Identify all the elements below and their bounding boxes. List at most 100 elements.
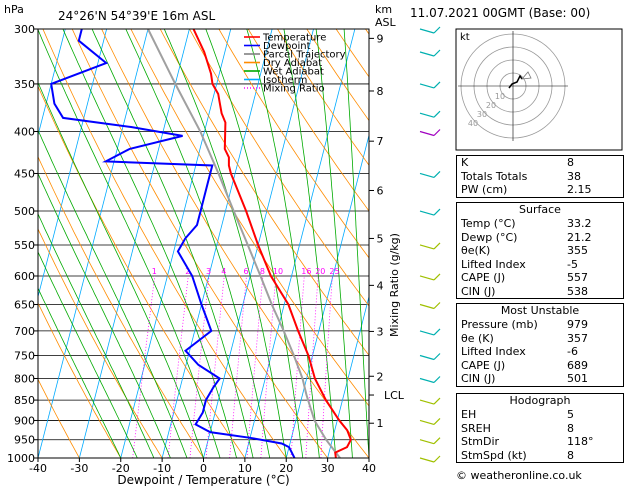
section-title: Most Unstable: [500, 304, 580, 317]
stat-value: 355: [567, 244, 588, 257]
stat-row: StmDir 118°: [457, 435, 623, 449]
stat-value: 979: [567, 318, 588, 331]
stat-row: θe(K) 355: [457, 244, 623, 258]
stat-label: Temp (°C): [461, 217, 516, 230]
pressure-tick-label: 900: [14, 414, 35, 427]
pressure-tick-label: 750: [14, 349, 35, 362]
stat-value: 501: [567, 372, 588, 385]
stat-row: θe (K) 357: [457, 332, 623, 346]
km-tick-label: 8: [377, 85, 384, 98]
stat-row: Temp (°C) 33.2: [457, 217, 623, 231]
isotherm: [244, 29, 356, 458]
wind-barb: [419, 397, 441, 405]
temperature-tick-label: 0: [200, 462, 207, 475]
wet-adiabat: [62, 29, 237, 458]
mixing-ratio-label: 20: [315, 267, 325, 276]
dry-adiabat: [38, 155, 204, 458]
pressure-tick-label: 1000: [7, 452, 35, 465]
mixing-ratio-label: 1: [152, 267, 157, 276]
mixing-ratio-axis-label: Mixing Ratio (g/kg): [388, 233, 401, 337]
wind-barb: [419, 81, 441, 89]
wet-adiabat: [38, 251, 138, 458]
km-tick-label: 9: [377, 32, 384, 45]
wet-adiabat: [38, 172, 171, 458]
mixing-ratio-line: [305, 275, 319, 458]
hodograph-ring-label: 20: [486, 101, 496, 110]
stat-row: CIN (J) 538: [457, 285, 623, 299]
temperature-profile: [192, 29, 352, 458]
dry-adiabat: [218, 29, 369, 259]
legend-entry: Mixing Ratio: [263, 84, 325, 95]
pressure-tick-label: 450: [14, 167, 35, 180]
dry-adiabat: [247, 29, 369, 212]
wet-adiabat: [283, 29, 337, 458]
stat-value: -6: [567, 345, 578, 358]
wind-barb: [419, 110, 441, 118]
km-tick-label: 2: [377, 370, 384, 383]
wet-adiabat: [38, 29, 221, 458]
mixing-ratio-label: 10: [273, 267, 283, 276]
temperature-tick-label: -30: [70, 462, 88, 475]
km-tick-label: 5: [377, 232, 384, 245]
pressure-tick-label: 650: [14, 299, 35, 312]
wet-adiabat: [315, 29, 353, 458]
wind-barb: [419, 49, 441, 57]
dry-adiabat: [38, 227, 163, 458]
isotherm: [78, 29, 190, 458]
stat-value: 8: [567, 156, 574, 169]
dry-adiabat: [130, 29, 369, 407]
temperature-tick-label: -20: [112, 462, 130, 475]
wind-barb: [419, 328, 441, 336]
pressure-tick-label: 950: [14, 434, 35, 447]
storm-motion-marker: [521, 71, 532, 80]
mixing-ratio-label: 8: [260, 267, 265, 276]
wind-barb: [419, 171, 441, 179]
most-unstable-panel: Most Unstable Pressure (mb) 979 θe (K) 357 Li…: [456, 303, 624, 387]
mixing-ratio-line: [132, 275, 156, 458]
legend-entry: Isotherm: [263, 75, 307, 86]
mixing-ratio-label: 2: [185, 267, 190, 276]
pressure-tick-label: 300: [14, 23, 35, 36]
pressure-tick-label: 550: [14, 239, 35, 252]
wet-adiabat: [91, 29, 254, 458]
dry-adiabat: [101, 29, 369, 458]
wet-adiabat: [125, 29, 271, 458]
temperature-tick-label: -40: [29, 462, 47, 475]
stat-row: Lifted Index -6: [457, 345, 623, 359]
wind-barb: [419, 302, 441, 310]
stat-row: CIN (J) 501: [457, 372, 623, 386]
wet-adiabat: [246, 29, 320, 458]
pressure-tick-label: 600: [14, 270, 35, 283]
stat-label: CAPE (J): [461, 271, 506, 284]
legend-entry: Wet Adiabat: [263, 67, 324, 78]
temperature-tick-label: 40: [362, 462, 376, 475]
stat-value: 689: [567, 358, 588, 372]
pressure-tick-label: 850: [14, 394, 35, 407]
dewpoint-profile: [50, 29, 296, 458]
stat-label: θe (K): [461, 331, 494, 345]
stat-label: Dewp (°C): [461, 230, 518, 244]
wet-adiabat: [38, 212, 155, 458]
km-label: km: [375, 3, 392, 16]
location-title: 24°26'N 54°39'E 16m ASL: [58, 9, 215, 23]
stat-value: 21.2: [567, 230, 592, 244]
mixing-ratio-label: 4: [221, 267, 226, 276]
isotherm: [120, 29, 232, 458]
stat-value: 38: [567, 169, 581, 183]
hodograph-ring-label: 40: [468, 119, 478, 128]
mixing-ratio-label: 25: [329, 267, 339, 276]
footer-credit: © weatheronline.co.uk: [456, 469, 582, 482]
wind-barb: [419, 353, 441, 361]
mixing-ratio-line: [229, 275, 247, 458]
dry-adiabat: [189, 29, 369, 307]
wet-adiabat: [38, 81, 204, 458]
hodograph-ring-label: 30: [477, 110, 487, 119]
stat-label: Lifted Index: [461, 257, 526, 271]
isotherm: [327, 295, 369, 458]
wet-adiabat: [163, 29, 287, 458]
mixing-ratio-line: [167, 275, 189, 458]
dry-adiabat: [277, 29, 369, 166]
legend-entry: Parcel Trajectory: [263, 50, 346, 61]
wind-barb: [419, 26, 441, 34]
stat-value: 118°: [567, 435, 594, 448]
